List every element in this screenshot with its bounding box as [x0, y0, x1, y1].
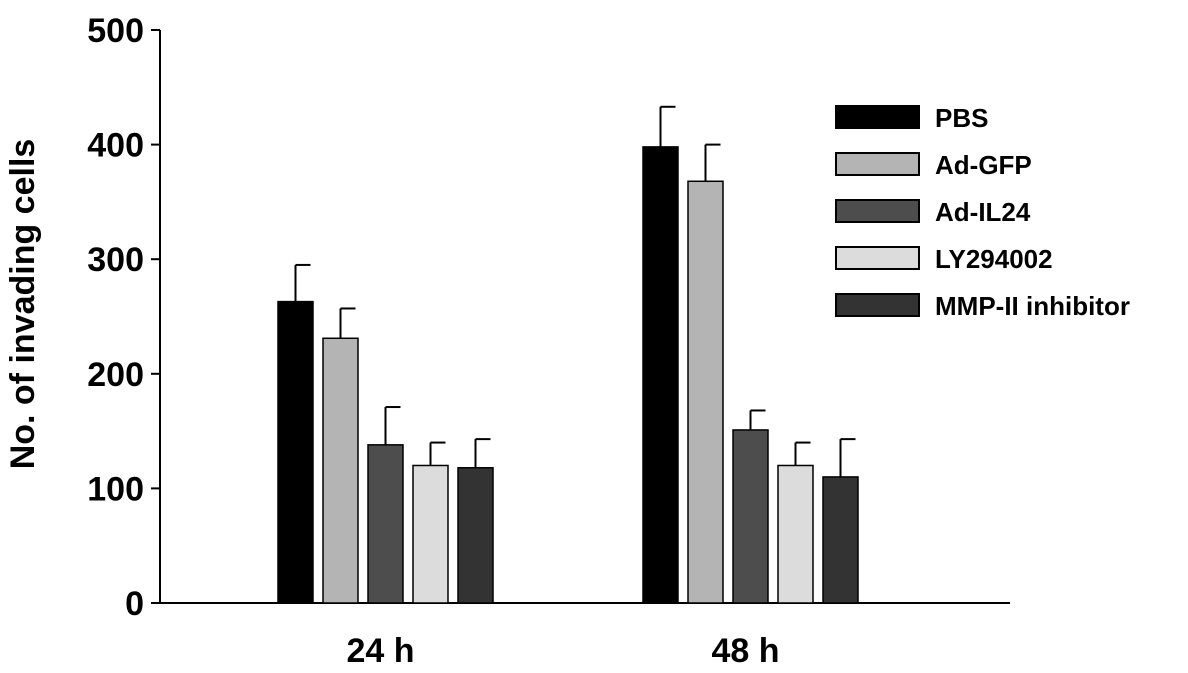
bar-ad-il24-48h — [732, 429, 769, 604]
legend-swatch — [835, 105, 920, 129]
legend-label: PBS — [935, 103, 988, 133]
x-category-label: 48 h — [711, 632, 779, 670]
legend-label: LY294002 — [935, 244, 1053, 274]
y-tick-label: 500 — [87, 12, 144, 50]
bar-mmp-ii-inhibitor-24h — [457, 467, 494, 604]
legend-swatch — [835, 246, 920, 270]
legend-swatch — [835, 293, 920, 317]
bar-ad-gfp-24h — [322, 337, 359, 604]
bar-ly294002-48h — [777, 464, 814, 604]
legend-swatch — [835, 199, 920, 223]
legend-swatch — [835, 152, 920, 176]
bar-ly294002-24h — [412, 464, 449, 604]
y-tick-label: 300 — [87, 241, 144, 279]
bar-pbs-24h — [277, 300, 314, 604]
bar-pbs-48h — [642, 146, 679, 604]
bar-mmp-ii-inhibitor-48h — [822, 476, 859, 604]
bar-ad-il24-24h — [367, 444, 404, 604]
y-tick-label: 0 — [125, 585, 144, 623]
legend-label: Ad-GFP — [935, 150, 1032, 180]
legend: PBS Ad-GFP Ad-IL24 LY294002 MMP-II inhibitor — [835, 103, 1130, 321]
y-tick-label: 400 — [87, 127, 144, 165]
y-tick-label: 100 — [87, 470, 144, 508]
plot-area: 0 100 200 300 400 500 24 h 48 h — [87, 12, 1010, 670]
legend-label: MMP-II inhibitor — [935, 291, 1130, 321]
bar-ad-gfp-48h — [687, 180, 724, 604]
legend-label: Ad-IL24 — [935, 197, 1031, 227]
x-category-label: 24 h — [346, 632, 414, 670]
y-tick-label: 200 — [87, 356, 144, 394]
y-axis-title: No. of invading cells — [4, 139, 42, 470]
